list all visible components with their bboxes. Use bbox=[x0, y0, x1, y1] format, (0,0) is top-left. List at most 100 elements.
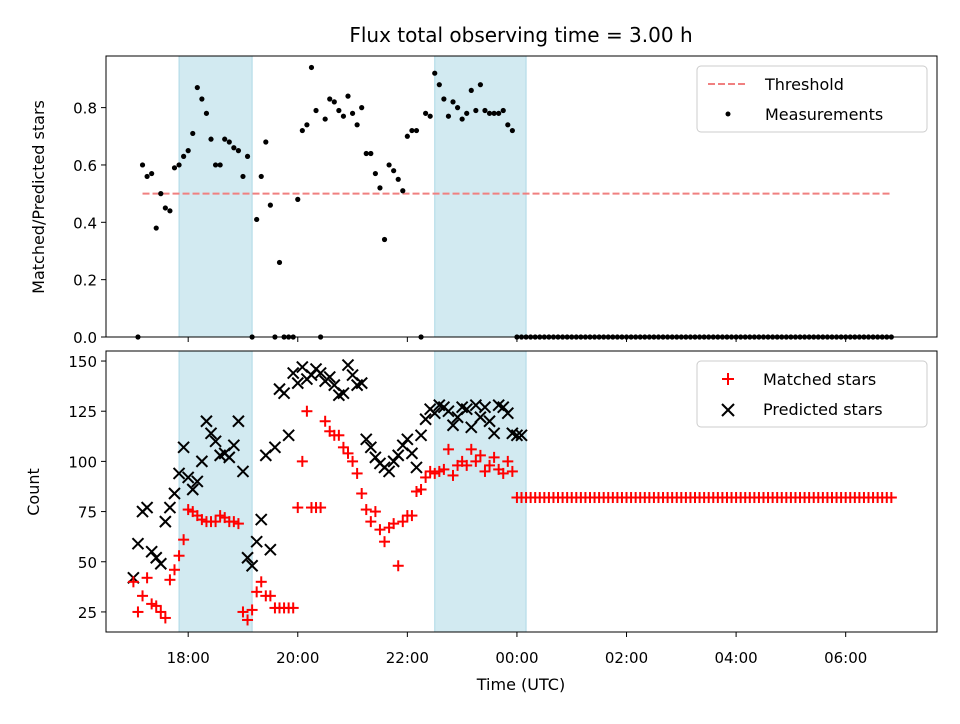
measurement-point bbox=[482, 107, 488, 114]
matched-star-point bbox=[406, 510, 418, 522]
predicted-star-stroke bbox=[223, 451, 236, 464]
matched-star-point bbox=[264, 590, 276, 602]
predicted-star-stroke bbox=[204, 427, 218, 440]
measurement-point bbox=[162, 205, 168, 211]
predicted-star-point bbox=[337, 386, 350, 400]
measurement-point bbox=[231, 145, 237, 151]
matched-star-point bbox=[415, 483, 427, 495]
measurement-point bbox=[464, 110, 470, 116]
predicted-star-stroke bbox=[250, 535, 263, 548]
predicted-star-stroke bbox=[501, 407, 515, 420]
predicted-star-stroke bbox=[515, 429, 528, 442]
predicted-star-point bbox=[227, 439, 241, 452]
measurement-point bbox=[409, 127, 415, 134]
predicted-star-point bbox=[209, 435, 222, 448]
measurement-point bbox=[153, 225, 159, 231]
matched-star-point bbox=[442, 443, 454, 455]
predicted-star-stroke bbox=[264, 543, 277, 556]
predicted-star-point bbox=[510, 429, 524, 442]
measurement-point bbox=[496, 110, 502, 116]
predicted-star-stroke bbox=[483, 415, 496, 428]
top-y-tick-label: 0.2 bbox=[73, 272, 97, 290]
predicted-star-stroke bbox=[465, 421, 478, 434]
predicted-star-point bbox=[460, 403, 473, 416]
predicted-star-point bbox=[232, 415, 245, 428]
matched-star-point bbox=[301, 405, 313, 417]
predicted-star-stroke bbox=[355, 376, 368, 390]
predicted-star-point bbox=[140, 501, 154, 514]
predicted-star-stroke bbox=[346, 368, 359, 382]
predicted-star-point bbox=[305, 368, 318, 382]
measurement-point bbox=[468, 87, 474, 94]
bottom-y-tick-label: 150 bbox=[68, 353, 97, 371]
measurement-point bbox=[354, 122, 360, 128]
measurement-point bbox=[427, 113, 433, 119]
matched-star-point bbox=[474, 449, 486, 461]
predicted-star-stroke bbox=[442, 405, 455, 418]
predicted-star-stroke bbox=[396, 439, 409, 452]
measurement-point bbox=[144, 173, 150, 180]
measurement-point bbox=[395, 176, 401, 182]
measurement-point bbox=[185, 148, 191, 154]
bottom-shaded-region bbox=[434, 350, 527, 633]
measurement-point bbox=[345, 93, 351, 99]
measurement-point bbox=[441, 96, 447, 102]
predicted-star-stroke bbox=[460, 403, 473, 416]
predicted-star-point bbox=[191, 475, 204, 488]
measurement-point bbox=[226, 139, 232, 145]
measurement-point bbox=[276, 259, 283, 266]
predicted-star-point bbox=[286, 366, 300, 380]
predicted-star-point bbox=[360, 433, 373, 446]
predicted-star-stroke bbox=[382, 465, 396, 478]
matched-star-point bbox=[246, 604, 258, 616]
matched-star-point bbox=[155, 606, 167, 618]
matched-star-point bbox=[287, 602, 299, 614]
predicted-star-stroke bbox=[145, 545, 158, 558]
matched-star-point bbox=[178, 534, 190, 546]
predicted-star-stroke bbox=[506, 427, 519, 440]
legend-matched-label: Matched stars bbox=[763, 370, 876, 389]
measurement-point bbox=[400, 188, 406, 194]
matched-star-point bbox=[342, 447, 354, 459]
bottom-panel: 25 50 75 100 125 150 18:00 20:00 22:00 00:00 02:00… bbox=[68, 350, 938, 667]
predicted-star-point bbox=[172, 467, 186, 480]
predicted-star-stroke bbox=[159, 515, 172, 528]
measurement-point bbox=[139, 162, 146, 168]
predicted-star-point bbox=[245, 559, 259, 572]
predicted-star-stroke bbox=[433, 398, 446, 412]
matched-star-point bbox=[388, 518, 400, 530]
predicted-star-stroke bbox=[195, 455, 209, 468]
matched-star-point bbox=[132, 606, 144, 618]
predicted-star-point bbox=[497, 400, 510, 414]
measurement-point bbox=[359, 105, 365, 111]
measurement-point bbox=[459, 116, 465, 122]
measurement-point bbox=[445, 113, 452, 119]
predicted-star-stroke bbox=[177, 441, 190, 454]
matched-star-point bbox=[333, 429, 345, 441]
top-shaded-region bbox=[434, 55, 527, 338]
matched-star-point bbox=[356, 488, 368, 500]
measurement-point bbox=[240, 173, 246, 180]
predicted-star-point bbox=[401, 433, 414, 446]
matched-star-point bbox=[484, 459, 496, 471]
measurement-point bbox=[304, 122, 310, 128]
predicted-star-point bbox=[405, 447, 419, 460]
measurement-point bbox=[212, 162, 219, 168]
predicted-star-stroke bbox=[186, 483, 199, 496]
measurement-point bbox=[331, 99, 337, 105]
predicted-star-point bbox=[177, 441, 190, 454]
predicted-star-stroke bbox=[492, 398, 505, 412]
matched-star-point bbox=[173, 550, 185, 562]
predicted-star-point bbox=[250, 535, 263, 548]
measurement-point bbox=[208, 136, 214, 142]
measurement-point bbox=[222, 136, 228, 142]
predicted-star-stroke bbox=[154, 557, 167, 570]
bottom-y-tick-label: 100 bbox=[68, 453, 97, 471]
matched-star-point bbox=[127, 576, 139, 588]
measurement-point bbox=[340, 113, 347, 119]
matched-star-point bbox=[255, 576, 267, 588]
measurement-point bbox=[363, 150, 369, 157]
matched-star-point bbox=[506, 465, 518, 477]
predicted-star-stroke bbox=[181, 471, 195, 484]
